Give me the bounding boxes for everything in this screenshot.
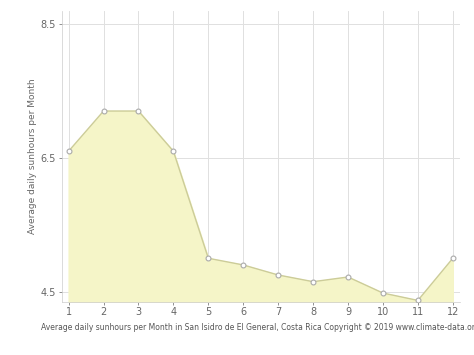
X-axis label: Average daily sunhours per Month in San Isidro de El General, Costa Rica Copyrig: Average daily sunhours per Month in San …	[41, 323, 474, 332]
Y-axis label: Average daily sunhours per Month: Average daily sunhours per Month	[27, 78, 36, 234]
